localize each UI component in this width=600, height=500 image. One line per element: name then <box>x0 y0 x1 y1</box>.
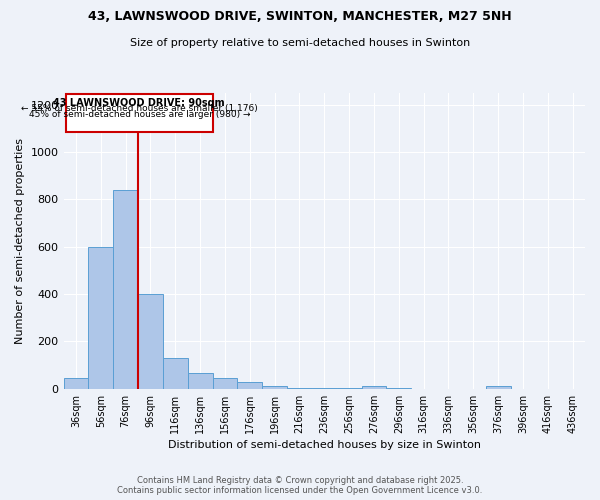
Bar <box>138 294 163 389</box>
Bar <box>64 378 88 389</box>
Bar <box>88 247 113 389</box>
Bar <box>212 378 238 389</box>
Text: 43, LAWNSWOOD DRIVE, SWINTON, MANCHESTER, M27 5NH: 43, LAWNSWOOD DRIVE, SWINTON, MANCHESTER… <box>88 10 512 23</box>
Text: Contains HM Land Registry data © Crown copyright and database right 2025.
Contai: Contains HM Land Registry data © Crown c… <box>118 476 482 495</box>
Y-axis label: Number of semi-detached properties: Number of semi-detached properties <box>15 138 25 344</box>
Bar <box>238 382 262 389</box>
Bar <box>188 374 212 389</box>
Bar <box>485 386 511 389</box>
Bar <box>113 190 138 389</box>
FancyBboxPatch shape <box>66 94 212 132</box>
Bar <box>163 358 188 389</box>
Bar <box>386 388 411 389</box>
Text: ← 55% of semi-detached houses are smaller (1,176): ← 55% of semi-detached houses are smalle… <box>21 104 257 112</box>
Text: 43 LAWNSWOOD DRIVE: 90sqm: 43 LAWNSWOOD DRIVE: 90sqm <box>53 98 225 108</box>
Bar <box>262 386 287 389</box>
X-axis label: Distribution of semi-detached houses by size in Swinton: Distribution of semi-detached houses by … <box>168 440 481 450</box>
Text: 45% of semi-detached houses are larger (980) →: 45% of semi-detached houses are larger (… <box>29 110 250 118</box>
Text: Size of property relative to semi-detached houses in Swinton: Size of property relative to semi-detach… <box>130 38 470 48</box>
Bar <box>362 386 386 389</box>
